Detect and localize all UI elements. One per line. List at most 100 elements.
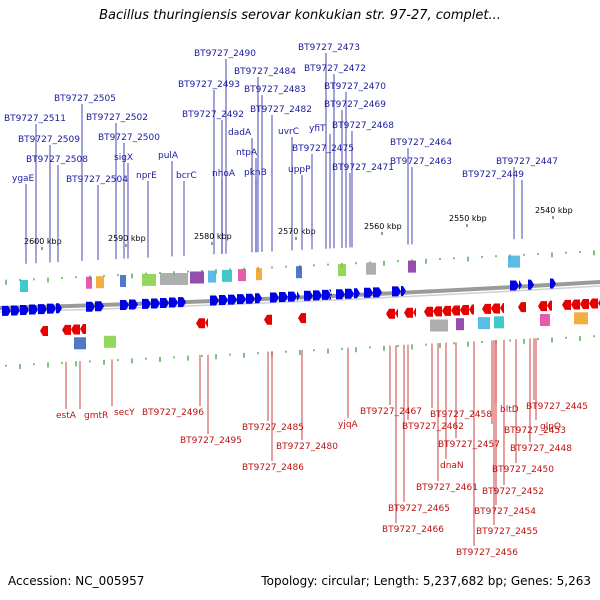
reverse-gene-label: BT9727_2453: [504, 426, 566, 436]
reverse-gene-arrow: [500, 303, 504, 313]
forward-gene-arrow: [2, 305, 11, 316]
accession-text: Accession: NC_005957: [8, 574, 145, 588]
forward-gene-label: BT9727_2473: [298, 43, 360, 53]
reverse-gene-arrow: [482, 303, 491, 314]
forward-gene-arrow: [20, 305, 29, 315]
scale-label: 2540 kbp: [535, 206, 573, 215]
forward-gene-arrow: [329, 289, 332, 300]
forward-gene-arrow: [279, 292, 288, 303]
forward-gene-arrow: [255, 293, 262, 304]
forward-gene-label: BT9727_2471: [332, 163, 394, 173]
reverse-gene-arrow: [71, 324, 80, 335]
forward-gene-label: BT9727_2483: [244, 85, 306, 95]
reverse-gene-arrow: [424, 306, 433, 317]
reverse-gene-arrow: [404, 307, 413, 318]
backbone-shadow: [0, 285, 600, 313]
forward-gene-arrow: [336, 289, 345, 300]
forward-gene-label: sigX: [114, 153, 133, 163]
forward-gene-label: BT9727_2492: [182, 110, 244, 120]
forward-gene-arrow: [288, 291, 297, 302]
feature-box: [96, 276, 104, 289]
reverse-gene-arrow: [386, 308, 395, 319]
reverse-gene-arrow: [491, 303, 500, 314]
forward-gene-label: yfiT: [309, 124, 326, 134]
reverse-gene-label: BT9727_2480: [276, 442, 338, 452]
forward-gene-arrow: [364, 287, 373, 298]
forward-gene-arrow: [151, 298, 160, 309]
feature-box: [208, 270, 216, 283]
forward-gene-arrow: [246, 293, 255, 304]
forward-gene-arrow: [270, 292, 279, 303]
forward-gene-label: uppP: [288, 165, 311, 175]
forward-gene-label: BT9727_2490: [194, 49, 256, 59]
forward-gene-label: bcrC: [176, 171, 197, 181]
reverse-gene-label: BT9727_2461: [416, 483, 478, 493]
reverse-gene-label: BT9727_2457: [438, 440, 500, 450]
forward-gene-label: BT9727_2472: [304, 64, 366, 74]
forward-gene-arrow: [228, 294, 237, 305]
reverse-gene-label: BT9727_2450: [492, 465, 554, 475]
forward-gene-arrow: [11, 305, 20, 316]
reverse-gene-label: yjqA: [338, 420, 359, 430]
forward-gene-arrow: [237, 294, 246, 305]
forward-gene-label: BT9727_2509: [18, 135, 80, 145]
forward-label-layer: BT9727_2473 BT9727_2490 BT9727_2472 BT9727_…: [4, 43, 558, 264]
forward-gene-label: nprE: [136, 171, 157, 181]
reverse-gene-arrow: [451, 305, 460, 316]
reverse-gene-label: BT9727_2455: [476, 527, 538, 537]
reverse-gene-arrow: [571, 299, 580, 310]
forward-gene-arrow: [219, 295, 228, 306]
forward-gene-arrow: [86, 301, 95, 312]
forward-gene-arrow: [354, 288, 360, 299]
feature-box: [296, 266, 302, 279]
reverse-gene-arrow: [538, 301, 547, 312]
forward-gene-arrow: [304, 290, 313, 301]
reverse-gene-label: secY: [114, 408, 135, 418]
forward-gene-label: BT9727_2508: [26, 155, 88, 165]
reverse-gene-label: BT9727_2485: [242, 423, 304, 433]
scale-label: 2600 kbp: [24, 237, 62, 246]
forward-gene-arrow: [47, 303, 56, 314]
map-title: Bacillus thuringiensis serovar konkukian…: [99, 8, 501, 23]
feature-box: [190, 271, 204, 284]
reverse-gene-arrow: [580, 299, 589, 309]
forward-gene-label: nhoA: [212, 169, 236, 179]
scale-label: 2590 kbp: [108, 234, 146, 243]
reverse-gene-arrow: [80, 324, 86, 334]
reverse-gene-label: BT9727_2454: [474, 507, 536, 517]
reverse-gene-arrow: [547, 300, 552, 311]
reverse-gene-label: BT9727_2456: [456, 548, 518, 558]
feature-box: [86, 276, 92, 289]
feature-box: [120, 275, 126, 287]
reverse-gene-label: BT9727_2448: [510, 444, 572, 454]
reverse-gene-arrow: [442, 305, 451, 316]
forward-gene-label: BT9727_2493: [178, 80, 240, 90]
forward-gene-arrow: [142, 298, 151, 309]
forward-gene-arrow: [519, 280, 522, 291]
forward-gene-arrow: [178, 297, 186, 308]
feature-box: [142, 273, 156, 286]
forward-gene-arrow: [56, 303, 62, 314]
forward-gene-label: BT9727_2447: [496, 157, 558, 167]
reverse-gene-arrow: [518, 302, 526, 313]
forward-gene-label: BT9727_2449: [462, 170, 524, 180]
forward-gene-label: pknB: [244, 168, 267, 178]
forward-gene-arrow: [95, 301, 104, 312]
forward-gene-arrow: [322, 289, 331, 300]
forward-gene-arrow: [345, 288, 354, 299]
forward-gene-arrow: [160, 298, 169, 308]
feature-box: [456, 318, 464, 331]
reverse-gene-label: bltD: [500, 405, 519, 415]
forward-gene-arrow: [120, 300, 129, 310]
reverse-gene-label: BT9727_2465: [388, 504, 450, 514]
forward-gene-label: ntpA: [236, 148, 258, 158]
feature-box: [74, 337, 86, 350]
reverse-gene-label: BT9727_2495: [180, 436, 242, 446]
reverse-gene-arrow: [40, 326, 48, 336]
reverse-gene-arrow: [298, 313, 306, 324]
reverse-gene-arrow: [395, 308, 398, 319]
feature-box: [430, 319, 448, 332]
reverse-gene-arrow: [62, 324, 71, 335]
reverse-gene-arrow: [562, 299, 571, 310]
forward-gene-label: BT9727_2505: [54, 94, 116, 104]
